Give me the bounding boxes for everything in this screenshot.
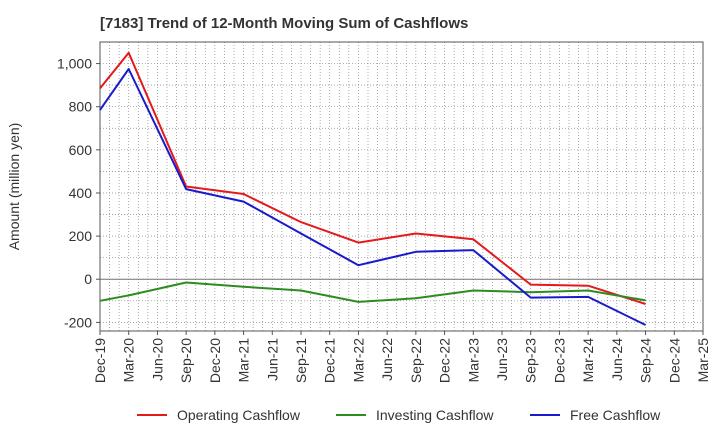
x-tick-label: Sep-20 <box>178 338 194 383</box>
x-tick-label: Sep-24 <box>638 338 654 383</box>
x-tick-label: Sep-22 <box>408 338 424 383</box>
x-tick-label: Jun-22 <box>379 338 395 381</box>
operating-cashflow-line <box>99 51 646 305</box>
x-tick-label: Mar-24 <box>580 338 596 383</box>
y-tick-label: 200 <box>69 228 93 244</box>
x-tick-label: Dec-23 <box>551 338 567 383</box>
x-tick-label: Jun-23 <box>494 338 510 381</box>
legend-swatch <box>530 414 560 416</box>
y-tick-label: 800 <box>69 99 93 115</box>
x-tick-label: Mar-21 <box>236 338 252 383</box>
legend: Operating Cashflow Investing Cashflow Free… <box>0 403 720 427</box>
x-tick-label: Mar-25 <box>695 338 711 383</box>
legend-swatch <box>137 414 167 416</box>
chart-title: [7183] Trend of 12-Month Moving Sum of C… <box>100 15 469 32</box>
y-tick-label: 1,000 <box>57 56 92 72</box>
legend-label: Investing Cashflow <box>376 407 494 423</box>
x-tick-label: Dec-19 <box>92 338 108 383</box>
y-tick-label: 0 <box>84 271 92 287</box>
x-tick-label: Jun-21 <box>264 338 280 381</box>
legend-item-investing-cashflow: Investing Cashflow <box>336 403 494 427</box>
y-axis-title: Amount (million yen) <box>6 123 22 251</box>
x-tick-label: Mar-20 <box>121 338 137 383</box>
legend-label: Free Cashflow <box>570 407 661 423</box>
free-cashflow-line <box>99 68 647 326</box>
axes: -200 0 200 400 600 800 1,000 Dec-19 Mar-20 Jun-20… <box>57 41 711 383</box>
y-tick-label: -200 <box>64 314 92 330</box>
x-tick-label: Dec-20 <box>207 338 223 383</box>
y-axis-title-group: Amount (million yen) <box>6 123 22 251</box>
x-tick-label: Mar-23 <box>465 338 481 383</box>
legend-swatch <box>336 414 366 416</box>
series-lines <box>99 51 647 326</box>
x-tick-label: Dec-21 <box>322 338 338 383</box>
y-tick-label: 600 <box>69 142 93 158</box>
legend-item-operating-cashflow: Operating Cashflow <box>137 403 300 427</box>
x-tick-label: Dec-22 <box>437 338 453 383</box>
y-tick-label: 400 <box>69 185 93 201</box>
x-tick-label: Jun-20 <box>149 338 165 381</box>
x-tick-label: Mar-22 <box>350 338 366 383</box>
legend-label: Operating Cashflow <box>177 407 300 423</box>
x-tick-label: Dec-24 <box>666 338 682 383</box>
investing-cashflow-line <box>99 281 646 303</box>
plot-frame <box>99 41 704 332</box>
x-tick-label: Sep-23 <box>523 338 539 383</box>
x-tick-label: Sep-21 <box>293 338 309 383</box>
legend-item-free-cashflow: Free Cashflow <box>530 403 660 427</box>
x-tick-label: Jun-24 <box>609 338 625 381</box>
